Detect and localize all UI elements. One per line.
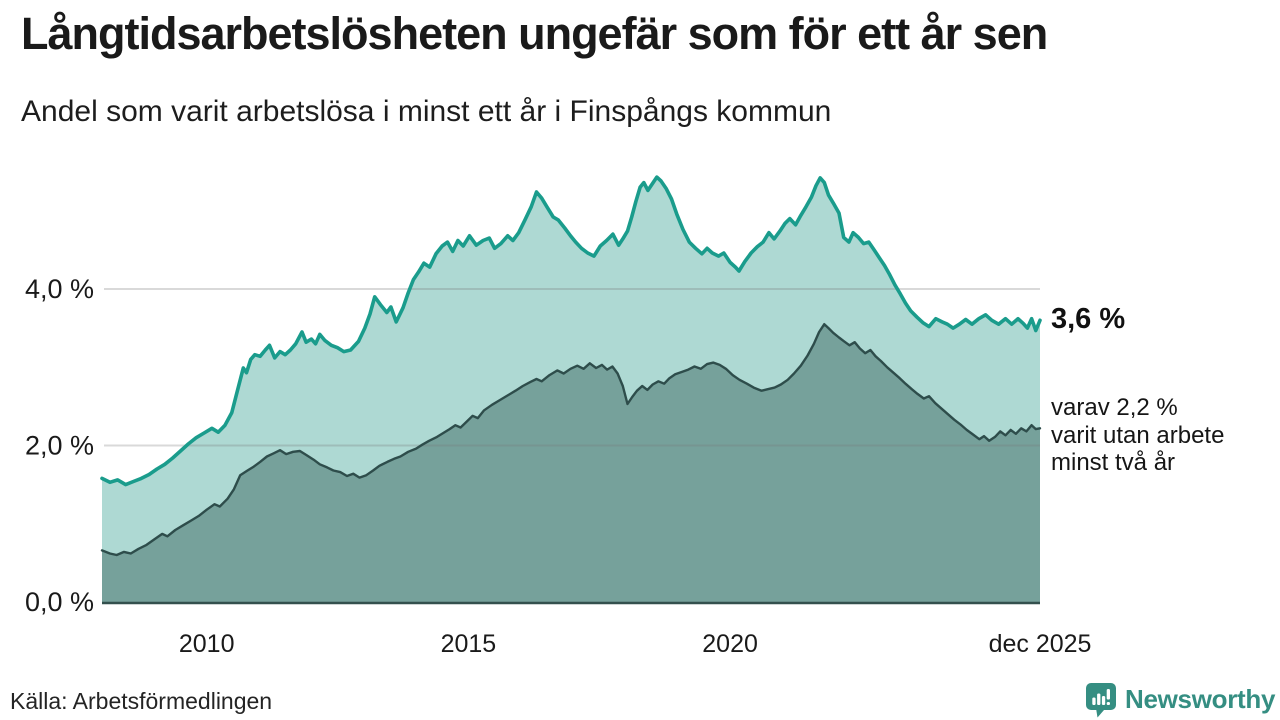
page-subtitle: Andel som varit arbetslösa i minst ett å… [21, 95, 832, 128]
share-unemployed-min-2yr-area [102, 324, 1040, 602]
end-label-2yr-line1: varav 2,2 % [1051, 394, 1178, 421]
page-title: Långtidsarbetslösheten ungefär som för e… [21, 8, 1048, 59]
x-tick-label: 2010 [179, 630, 235, 658]
x-tick-label: 2015 [441, 630, 497, 658]
newsworthy-brand[interactable]: Newsworthy [1084, 681, 1275, 720]
source-caption: Källa: Arbetsförmedlingen [10, 688, 273, 714]
newsworthy-logo-icon [1084, 681, 1118, 720]
end-label-2yr-line2: varit utan arbete [1051, 421, 1225, 449]
end-label-1yr: 3,6 % [1051, 303, 1126, 335]
x-tick-label: dec 2025 [989, 630, 1092, 658]
x-tick-label: 2020 [702, 630, 758, 658]
y-tick-label: 2,0 % [25, 431, 94, 461]
end-label-2yr-line3: minst två år [1051, 449, 1176, 476]
end-label-2yr: varav 2,2 % varit utan arbete minst två … [1051, 394, 1279, 477]
y-tick-label: 0,0 % [25, 587, 94, 617]
share-unemployed-min-1yr-line [100, 175, 1042, 487]
share-unemployed-min-2yr-line [100, 323, 1042, 557]
newsworthy-brand-name: Newsworthy [1125, 684, 1276, 714]
y-tick-label: 4,0 % [25, 274, 94, 304]
